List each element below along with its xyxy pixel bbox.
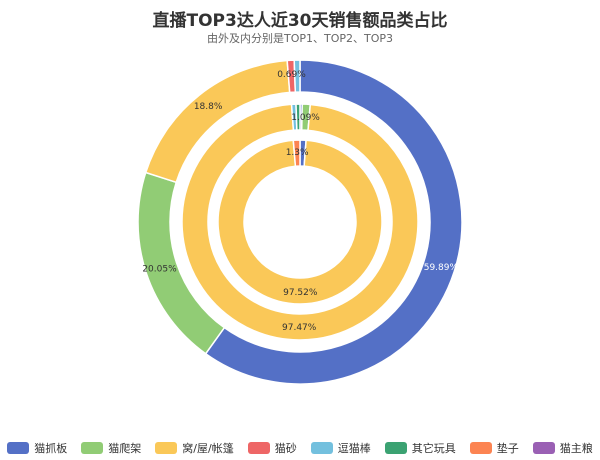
label-top3-6: 1.3% (286, 148, 309, 158)
slice-top3-6[interactable] (292, 139, 301, 167)
legend-swatch (247, 442, 270, 454)
slice-labels: 59.89% 20.05% 18.8% 0.69% 1.09% 97.47% 97.52% 1… (142, 70, 458, 333)
legend-label: 窝/屋/帐篷 (182, 442, 234, 455)
legend-item-7[interactable]: 猫主粮 (532, 440, 593, 456)
legend-item-3[interactable]: 猫砂 (247, 440, 297, 456)
label-top1-2: 18.8% (194, 102, 223, 112)
legend-swatch (7, 442, 30, 454)
legend-item-4[interactable]: 逗猫棒 (310, 440, 371, 456)
legend-swatch (469, 442, 492, 454)
legend-item-5[interactable]: 其它玩具 (384, 440, 456, 456)
legend-label: 猫砂 (274, 442, 297, 455)
chart-subtitle: 由外及内分别是TOP1、TOP2、TOP3 (206, 32, 394, 45)
slice-top3-2[interactable] (217, 139, 383, 305)
legend-swatch (384, 442, 407, 454)
legend-swatch (81, 442, 104, 454)
legend-item-6[interactable]: 垫子 (469, 440, 519, 456)
label-top1-0: 59.89% (424, 263, 459, 273)
label-top1-3: 0.69% (277, 70, 306, 80)
label-top3-2: 97.52% (283, 288, 318, 298)
legend-swatch (155, 442, 178, 454)
legend-item-2[interactable]: 窝/屋/帐篷 (155, 440, 234, 456)
legend-label: 逗猫棒 (337, 442, 371, 455)
legend-swatch (310, 442, 333, 454)
legend-item-1[interactable]: 猫爬架 (81, 440, 141, 456)
label-top1-1: 20.05% (142, 264, 177, 274)
legend-label: 猫爬架 (108, 442, 142, 455)
slice-top2-5[interactable] (295, 103, 301, 131)
legend-label: 垫子 (496, 442, 519, 455)
slice-top2-2[interactable] (181, 103, 419, 341)
donut-chart: 59.89% 20.05% 18.8% 0.69% 1.09% 97.47% 97.52% 1… (137, 59, 463, 385)
label-top2-1: 1.09% (291, 113, 320, 123)
legend-item-0[interactable]: 猫抓板 (7, 440, 67, 456)
legend-swatch (532, 442, 555, 454)
legend: 猫抓板 猫爬架 窝/屋/帐篷 猫砂 逗猫棒 其它玩具 垫子 猫主粮 (0, 440, 600, 456)
legend-label: 猫主粮 (559, 442, 593, 455)
label-top2-2: 97.47% (282, 323, 317, 333)
slice-top1-4[interactable] (293, 59, 301, 93)
slice-top1-0[interactable] (204, 59, 463, 385)
legend-label: 猫抓板 (34, 442, 68, 455)
legend-label: 其它玩具 (411, 442, 456, 455)
chart-title: 直播TOP3达人近30天销售额品类占比 (152, 11, 448, 31)
rings (137, 59, 463, 385)
